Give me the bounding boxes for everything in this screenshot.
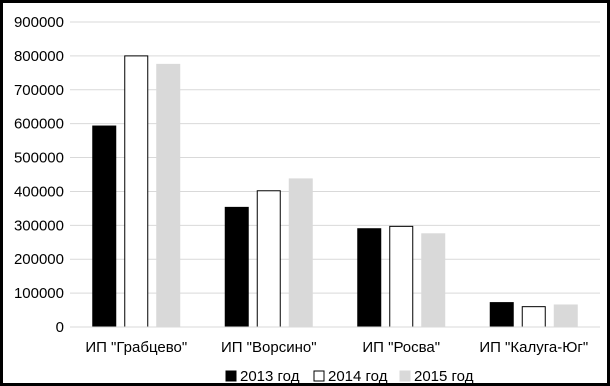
y-tick-label: 200000	[14, 251, 64, 268]
x-category-label: ИП "Ворсино"	[221, 339, 317, 356]
bar-2015-год-1	[288, 178, 313, 328]
y-tick-label: 700000	[14, 82, 64, 99]
legend-swatch	[313, 370, 325, 382]
legend: 2013 год 2014 год 2015 год	[225, 368, 474, 385]
bars	[92, 55, 578, 328]
y-tick-label: 100000	[14, 285, 64, 302]
y-tick-label: 400000	[14, 183, 64, 200]
y-tick-label: 600000	[14, 116, 64, 133]
gridlines	[70, 21, 600, 294]
bar-2015-год-3	[553, 304, 578, 328]
y-axis-ticks: 0 100000 200000 300000 400000 500000 600000 700…	[14, 14, 64, 336]
x-category-label: ИП "Калуга-Юг"	[479, 339, 588, 356]
legend-label: 2013 год	[240, 368, 300, 385]
bar-2015-год-2	[421, 233, 446, 328]
bar-2013-год-0	[92, 125, 117, 328]
y-tick-label: 900000	[14, 14, 64, 31]
x-category-label: ИП "Грабцево"	[85, 339, 187, 356]
legend-swatch	[225, 370, 237, 382]
legend-swatch	[399, 370, 411, 382]
bar-2015-год-0	[156, 63, 181, 328]
y-tick-label: 500000	[14, 150, 64, 167]
bar-2014-год-1	[256, 190, 281, 328]
bar-2013-год-1	[224, 206, 249, 328]
y-tick-label: 300000	[14, 217, 64, 234]
x-axis-labels: ИП "Грабцево" ИП "Ворсино" ИП "Росва" ИП "К…	[85, 339, 588, 356]
x-category-label: ИП "Росва"	[362, 339, 440, 356]
legend-label: 2015 год	[414, 368, 474, 385]
bar-2014-год-2	[389, 225, 414, 328]
y-tick-label: 800000	[14, 48, 64, 65]
bar-2013-год-2	[357, 228, 382, 328]
bar-2013-год-3	[489, 302, 514, 328]
bar-2014-год-0	[124, 55, 149, 328]
legend-label: 2014 год	[328, 368, 388, 385]
y-tick-label: 0	[56, 319, 64, 336]
bar-2014-год-3	[521, 306, 546, 328]
